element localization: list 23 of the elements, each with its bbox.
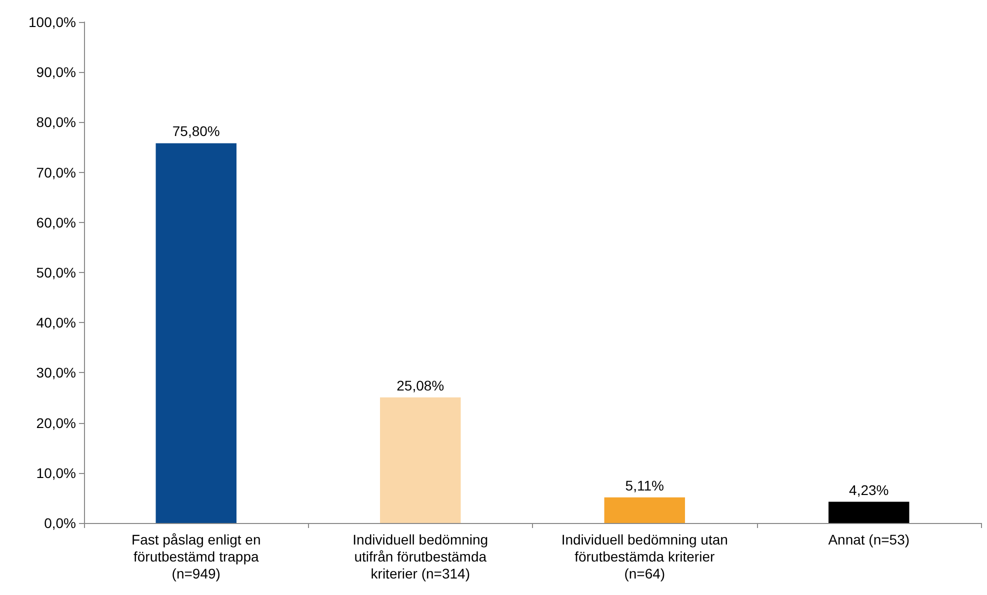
x-tick-label: Individuell bedömning utifrån förutbestämda kriterier (n=314) (352, 532, 488, 582)
y-tick-label: 20,0% (36, 414, 76, 431)
y-tick-label: 100,0% (28, 14, 76, 30)
data-label: 5,11% (625, 477, 664, 494)
x-tick-label: Individuell bedömning utan förutbestämda kriterier (n=64) (561, 532, 728, 582)
data-label: 25,08% (396, 377, 444, 394)
x-tick-label: Fast påslag enligt en förutbestämd trappa (n=949) (132, 532, 261, 582)
y-tick-label: 10,0% (36, 464, 76, 481)
y-tick-label: 90,0% (36, 64, 76, 80)
y-tick-label: 70,0% (36, 164, 76, 180)
bar (156, 143, 236, 523)
bar (604, 497, 685, 523)
data-label: 75,80% (172, 123, 220, 140)
y-tick-label: 0,0% (44, 515, 76, 531)
y-tick-label: 80,0% (36, 114, 76, 130)
y-tick-label: 30,0% (36, 364, 76, 381)
data-label: 4,23% (849, 482, 889, 498)
y-tick-label: 60,0% (36, 214, 76, 230)
bar (828, 502, 910, 523)
bar (380, 397, 461, 523)
y-tick-label: 50,0% (36, 264, 76, 280)
x-tick-label: Annat (n=53) (828, 532, 910, 548)
y-tick-label: 40,0% (36, 314, 76, 331)
